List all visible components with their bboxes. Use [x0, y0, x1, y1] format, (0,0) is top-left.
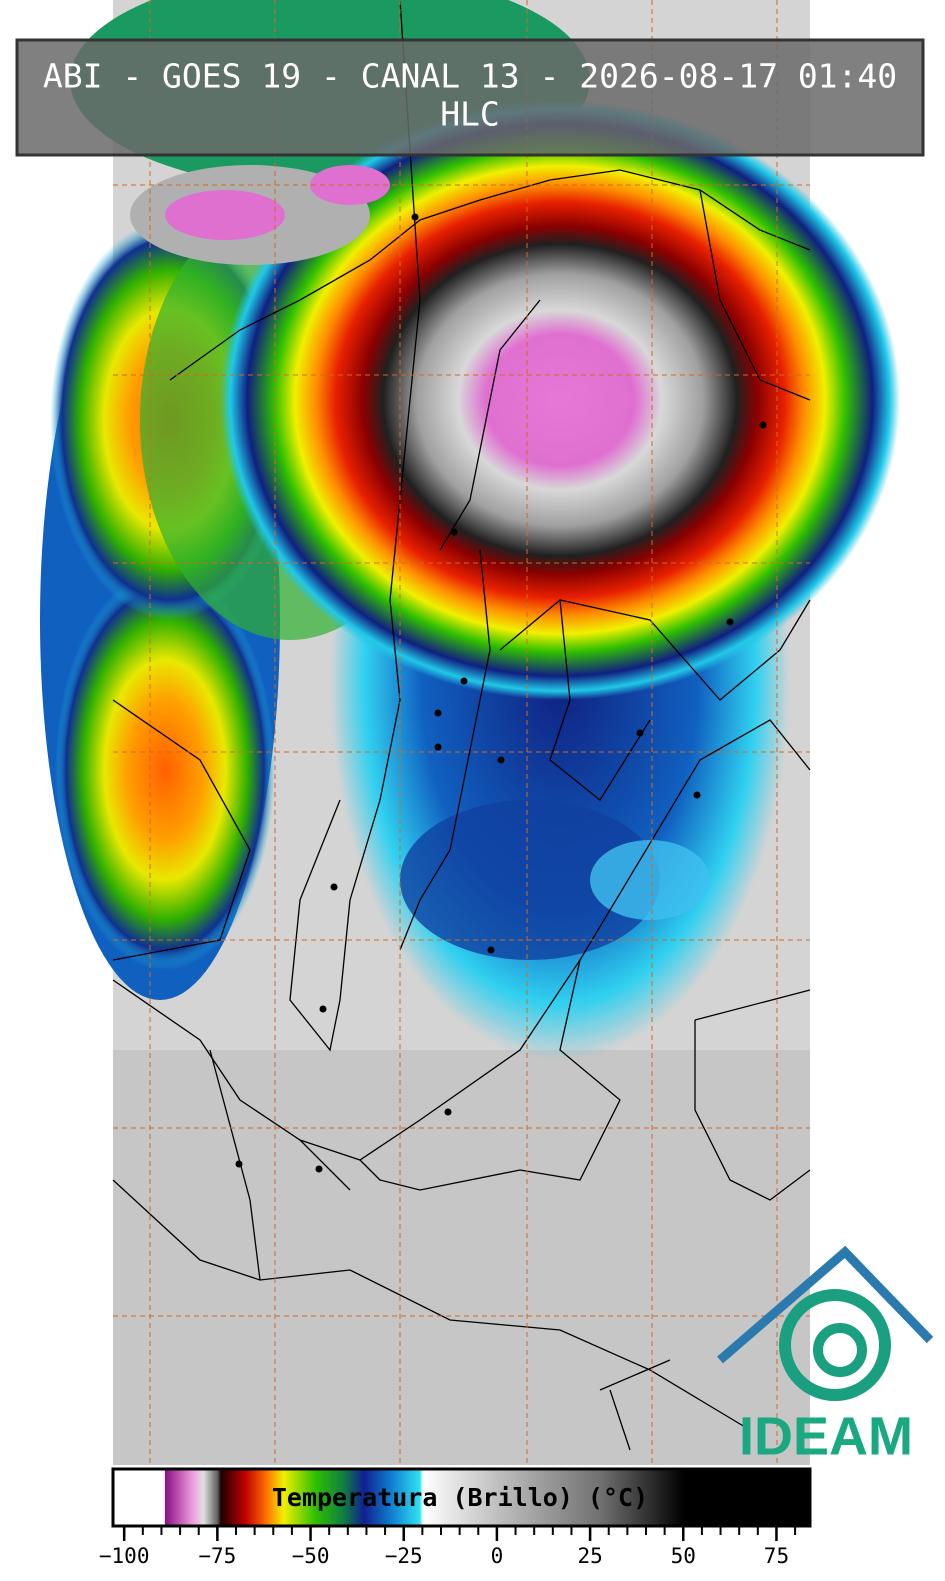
- header-box: [15, 38, 925, 157]
- subtitle: HLC: [440, 95, 500, 134]
- tick-label: −100: [99, 1544, 150, 1568]
- logo: IDEAM: [717, 1245, 934, 1466]
- tick-label: −50: [292, 1544, 330, 1568]
- colorbar: [111, 1467, 812, 1528]
- title: ABI - GOES 19 - CANAL 13 - 2026-08-17 01…: [43, 57, 897, 96]
- tick-label: −75: [198, 1544, 236, 1568]
- tick-label: 75: [764, 1544, 789, 1568]
- tick-label: 0: [491, 1544, 504, 1568]
- logo-text: IDEAM: [739, 1406, 913, 1466]
- map: [40, 0, 900, 1465]
- tick-label: 25: [577, 1544, 602, 1568]
- colorbar-label: Temperatura (Brillo) (°C): [272, 1483, 648, 1512]
- tick-label: −25: [385, 1544, 423, 1568]
- tick-label: 50: [671, 1544, 696, 1568]
